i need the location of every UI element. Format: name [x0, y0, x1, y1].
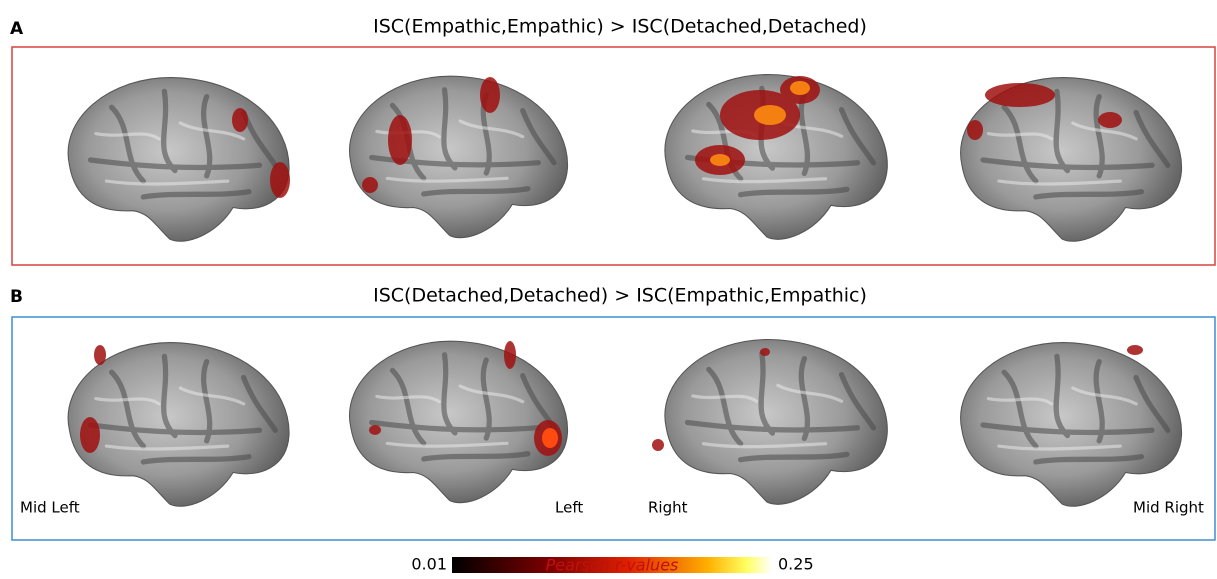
brain-row — [68, 75, 1181, 242]
view-label: Mid Right — [1133, 499, 1204, 517]
brain-view — [349, 341, 567, 503]
colorbar-label: Pearson r-values — [546, 556, 679, 575]
brain-view — [961, 343, 1182, 507]
activation — [542, 428, 558, 448]
panel-letter: A — [10, 19, 24, 39]
activation — [80, 341, 1143, 456]
panel-letter: B — [10, 287, 23, 307]
brain-view — [665, 340, 887, 505]
view-label: Left — [555, 499, 583, 517]
brain-view — [68, 343, 289, 507]
colorbar-min: 0.01 — [411, 555, 447, 574]
colorbar — [452, 557, 772, 573]
panel-frame — [11, 316, 1216, 541]
panel-title: ISC(Empathic,Empathic) > ISC(Detached,De… — [373, 16, 867, 38]
colorbar-max: 0.25 — [778, 555, 814, 574]
view-label: Mid Left — [20, 499, 80, 517]
brain-row — [68, 340, 1181, 507]
panel-title: ISC(Detached,Detached) > ISC(Empathic,Em… — [373, 285, 867, 307]
brain-view — [68, 78, 289, 242]
view-label: Right — [648, 499, 688, 517]
activation — [710, 81, 810, 166]
brain-view — [349, 76, 567, 238]
panel-frame — [11, 46, 1216, 266]
